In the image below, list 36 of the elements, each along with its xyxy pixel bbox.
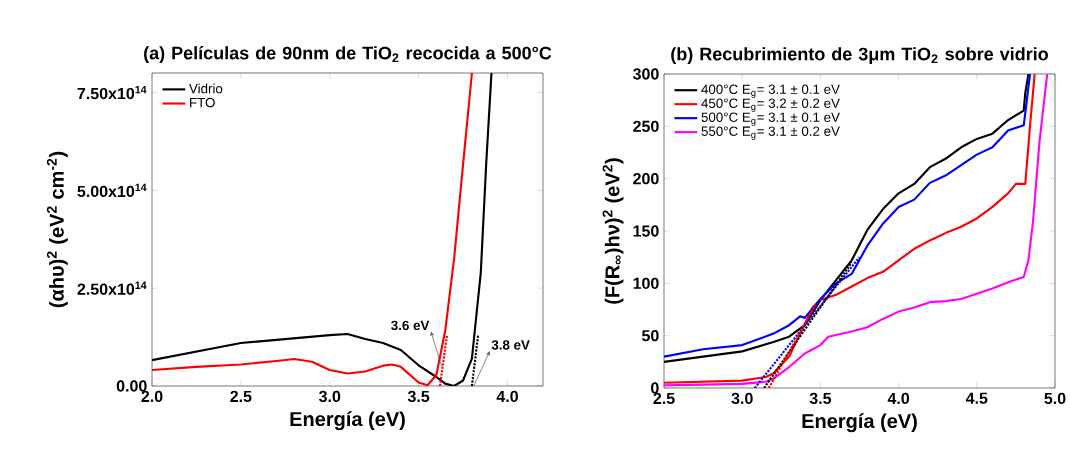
y-tick-label: 0 bbox=[651, 382, 659, 394]
y-axis-title: (F(R$_{∞}$)hν)$^{2}$ (eV$^{2}$) bbox=[602, 158, 624, 304]
legend-label: Vidrio bbox=[189, 83, 223, 94]
y-tick-label: 0.00 bbox=[116, 380, 147, 392]
x-tick-label: 2.5 bbox=[653, 392, 675, 405]
x-tick-label: 3.0 bbox=[318, 390, 341, 403]
legend-label: 500°C E$_{g}$= 3.1 ± 0.1 eV bbox=[701, 112, 840, 126]
chart-title: (b) Recubrimiento de 3μm TiO$_{2}$ sobre vidrio bbox=[671, 47, 1048, 64]
y-tick-label: 100 bbox=[633, 277, 659, 289]
x-tick-label: 3.5 bbox=[809, 392, 832, 405]
x-tick-label: 3.0 bbox=[731, 392, 753, 405]
legend-label: 400°C E$_{g}$= 3.1 ± 0.1 eV bbox=[701, 84, 840, 98]
y-tick-label: 200 bbox=[633, 173, 659, 185]
x-axis-title: Energía (eV) bbox=[802, 413, 917, 433]
x-tick-label: 4.0 bbox=[496, 390, 518, 403]
x-axis-title: Energía (eV) bbox=[290, 411, 405, 431]
chart-title: (a) Películas de 90nm de TiO$_{2}$ recocida a 500°C bbox=[144, 46, 552, 63]
annotation: 3.6 eV bbox=[391, 320, 430, 331]
x-tick-label: 2.0 bbox=[141, 390, 163, 403]
y-tick-label: 2.50x10$^{14}$ bbox=[77, 281, 147, 295]
x-tick-label: 4.5 bbox=[965, 392, 988, 404]
legend-label: 450°C E$_{g}$= 3.2 ± 0.2 eV bbox=[701, 98, 840, 112]
y-tick-label: 7.50x10$^{14}$ bbox=[77, 85, 147, 100]
x-tick-label: 4.0 bbox=[887, 392, 910, 405]
annotation: 3.8 eV bbox=[491, 340, 530, 350]
x-tick-label: 5.0 bbox=[1044, 392, 1066, 405]
y-tick-label: 150 bbox=[633, 225, 659, 237]
legend-label: 550°C E$_{g}$= 3.1 ± 0.2 eV bbox=[701, 126, 840, 140]
y-tick-label: 300 bbox=[632, 68, 659, 80]
x-tick-label: 2.5 bbox=[230, 390, 252, 403]
y-axis-title: (αhυ)$^{2}$ (eV$^{2}$ cm$^{-2}$) bbox=[46, 151, 68, 308]
x-tick-label: 3.5 bbox=[407, 390, 430, 403]
y-tick-label: 250 bbox=[633, 120, 659, 132]
y-tick-label: 5.00x10$^{14}$ bbox=[77, 183, 147, 198]
legend-label: FTO bbox=[190, 97, 215, 108]
y-tick-label: 50 bbox=[642, 330, 659, 342]
